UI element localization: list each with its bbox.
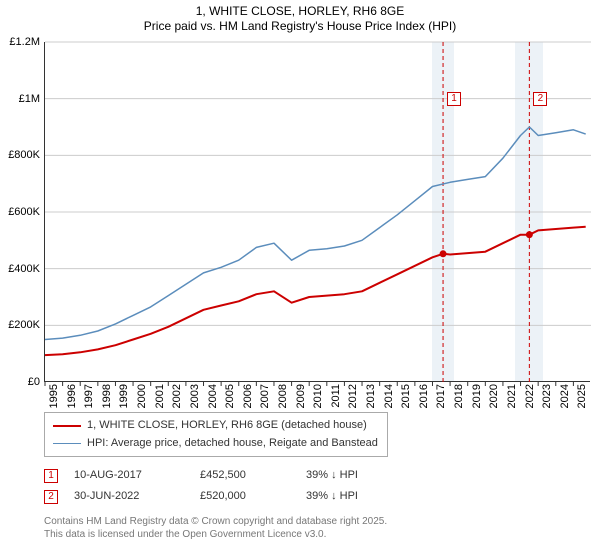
- y-tick-label: £0: [0, 376, 40, 388]
- marker-dot: [440, 250, 447, 257]
- marker-diff-1: 39% ↓ HPI: [306, 465, 358, 486]
- legend-item: HPI: Average price, detached house, Reig…: [53, 435, 379, 453]
- y-tick-label: £200K: [0, 319, 40, 331]
- chart-plot-area: 12: [44, 42, 590, 382]
- attribution-line2: This data is licensed under the Open Gov…: [44, 528, 590, 542]
- reference-badge: 1: [447, 92, 461, 106]
- chart-title-line2: Price paid vs. HM Land Registry's House …: [0, 19, 600, 34]
- marker-badge-2: 2: [44, 490, 58, 504]
- marker-price-2: £520,000: [200, 486, 290, 507]
- marker-date-2: 30-JUN-2022: [74, 486, 184, 507]
- reference-badge: 2: [533, 92, 547, 106]
- marker-price-1: £452,500: [200, 465, 290, 486]
- y-tick-label: £600K: [0, 206, 40, 218]
- legend-swatch: [53, 443, 81, 445]
- series-line: [45, 227, 586, 355]
- chart-title-line1: 1, WHITE CLOSE, HORLEY, RH6 8GE: [0, 4, 600, 19]
- series-line: [45, 127, 586, 340]
- marker-diff-2: 39% ↓ HPI: [306, 486, 358, 507]
- legend-item: 1, WHITE CLOSE, HORLEY, RH6 8GE (detache…: [53, 417, 379, 435]
- y-tick-label: £400K: [0, 263, 40, 275]
- y-tick-label: £800K: [0, 149, 40, 161]
- legend-label: 1, WHITE CLOSE, HORLEY, RH6 8GE (detache…: [87, 417, 367, 435]
- marker-date-1: 10-AUG-2017: [74, 465, 184, 486]
- legend-label: HPI: Average price, detached house, Reig…: [87, 435, 378, 453]
- attribution-line1: Contains HM Land Registry data © Crown c…: [44, 515, 590, 529]
- y-tick-label: £1M: [0, 93, 40, 105]
- marker-badge-1: 1: [44, 469, 58, 483]
- legend-swatch: [53, 425, 81, 427]
- marker-dot: [526, 231, 533, 238]
- y-tick-label: £1.2M: [0, 36, 40, 48]
- chart-legend: 1, WHITE CLOSE, HORLEY, RH6 8GE (detache…: [44, 412, 388, 457]
